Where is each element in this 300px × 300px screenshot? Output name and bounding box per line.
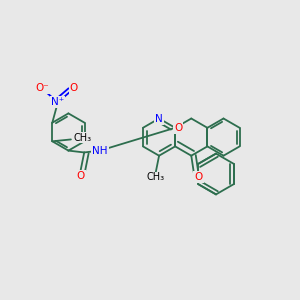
Text: O: O [174,123,182,133]
Text: O: O [70,83,78,93]
Text: N: N [155,113,163,124]
Text: CH₃: CH₃ [146,172,164,182]
Text: O⁻: O⁻ [35,83,49,93]
Text: N⁺: N⁺ [51,97,64,107]
Text: NH: NH [92,146,108,156]
Text: O: O [194,172,203,182]
Text: O: O [76,171,85,181]
Text: CH₃: CH₃ [74,133,92,143]
